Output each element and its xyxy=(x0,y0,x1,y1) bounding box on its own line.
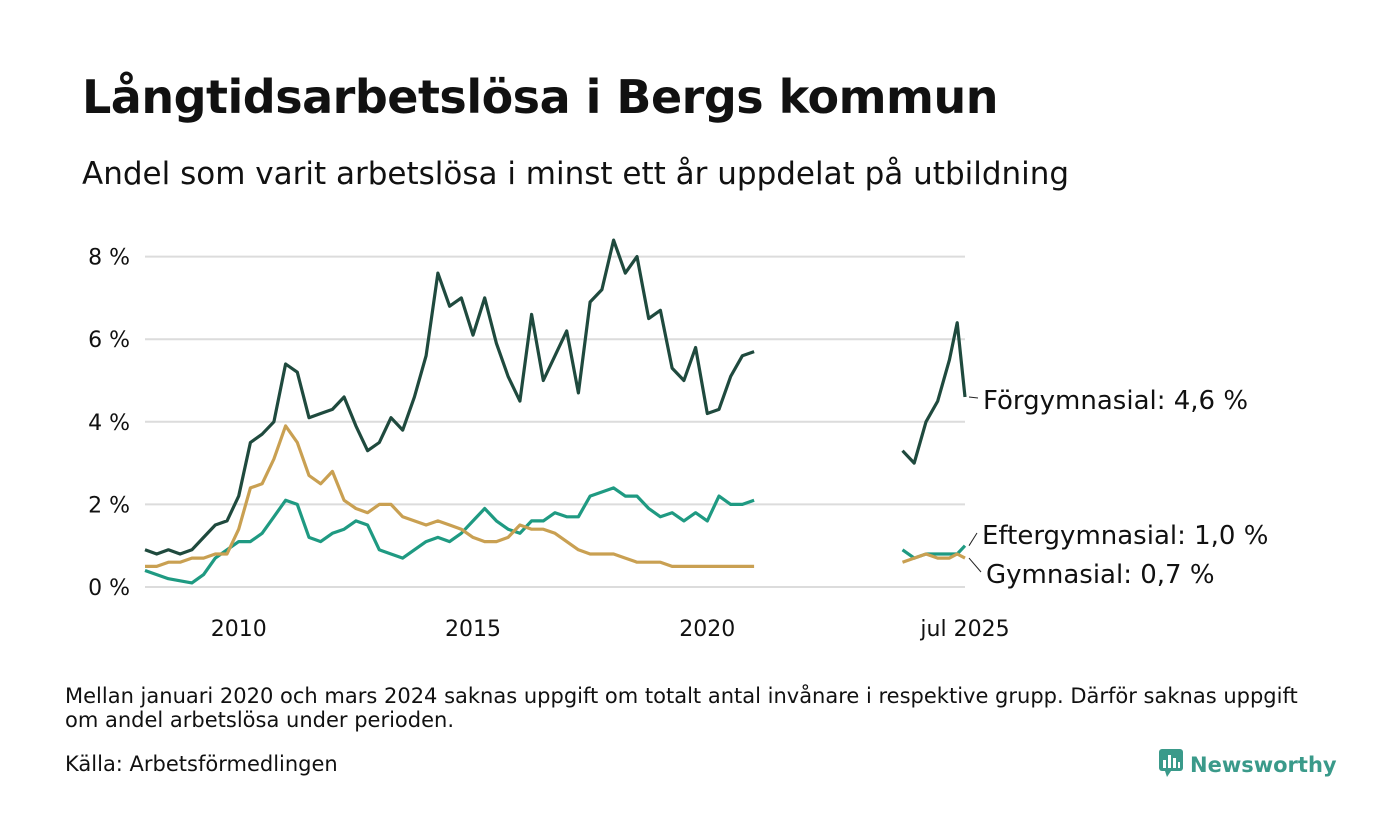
chart-source: Källa: Arbetsförmedlingen xyxy=(65,752,338,776)
y-tick-label: 8 % xyxy=(88,246,130,271)
y-axis-ticks: 0 % 2 % 4 % 6 % 8 % xyxy=(88,246,130,601)
brand-logo[interactable]: Newsworthy xyxy=(1158,748,1337,782)
brand-name: Newsworthy xyxy=(1190,753,1337,777)
y-tick-label: 0 % xyxy=(88,576,130,601)
y-tick-label: 2 % xyxy=(88,493,130,518)
newsworthy-logo-icon xyxy=(1158,748,1184,782)
chart-note: Mellan januari 2020 och mars 2024 saknas… xyxy=(65,684,1298,732)
y-tick-label: 4 % xyxy=(88,411,130,436)
chart-title: Långtidsarbetslösa i Bergs kommun xyxy=(82,70,999,124)
end-label-connector xyxy=(968,557,982,573)
end-label-förgymnasial: Förgymnasial: 4,6 % xyxy=(983,386,1248,416)
x-tick-label: jul 2025 xyxy=(919,617,1009,642)
series-line-gymnasial xyxy=(901,552,966,564)
y-tick-label: 6 % xyxy=(88,328,130,353)
series-line-förgymnasial xyxy=(144,238,755,556)
line-chart: 0 % 2 % 4 % 6 % 8 % 2010 2015 2020 jul 2025 För… xyxy=(88,238,1268,642)
end-label-connector xyxy=(968,532,978,546)
series-line-gymnasial xyxy=(145,424,755,568)
end-label-eftergymnasial: Eftergymnasial: 1,0 % xyxy=(982,521,1268,551)
x-tick-label: 2020 xyxy=(679,617,735,642)
x-tick-label: 2015 xyxy=(445,617,501,642)
series-line-förgymnasial xyxy=(901,321,967,465)
series-end-labels: Förgymnasial: 4,6 % Eftergymnasial: 1,0 %… xyxy=(968,386,1268,590)
end-label-gymnasial: Gymnasial: 0,7 % xyxy=(986,560,1215,590)
x-tick-label: 2010 xyxy=(211,617,267,642)
end-label-connector xyxy=(968,396,979,399)
x-axis-ticks: 2010 2015 2020 jul 2025 xyxy=(211,617,1010,642)
grid-lines xyxy=(145,255,965,588)
chart-subtitle: Andel som varit arbetslösa i minst ett å… xyxy=(82,156,1070,192)
series-line-eftergymnasial xyxy=(144,486,755,585)
series-lines xyxy=(144,238,967,585)
